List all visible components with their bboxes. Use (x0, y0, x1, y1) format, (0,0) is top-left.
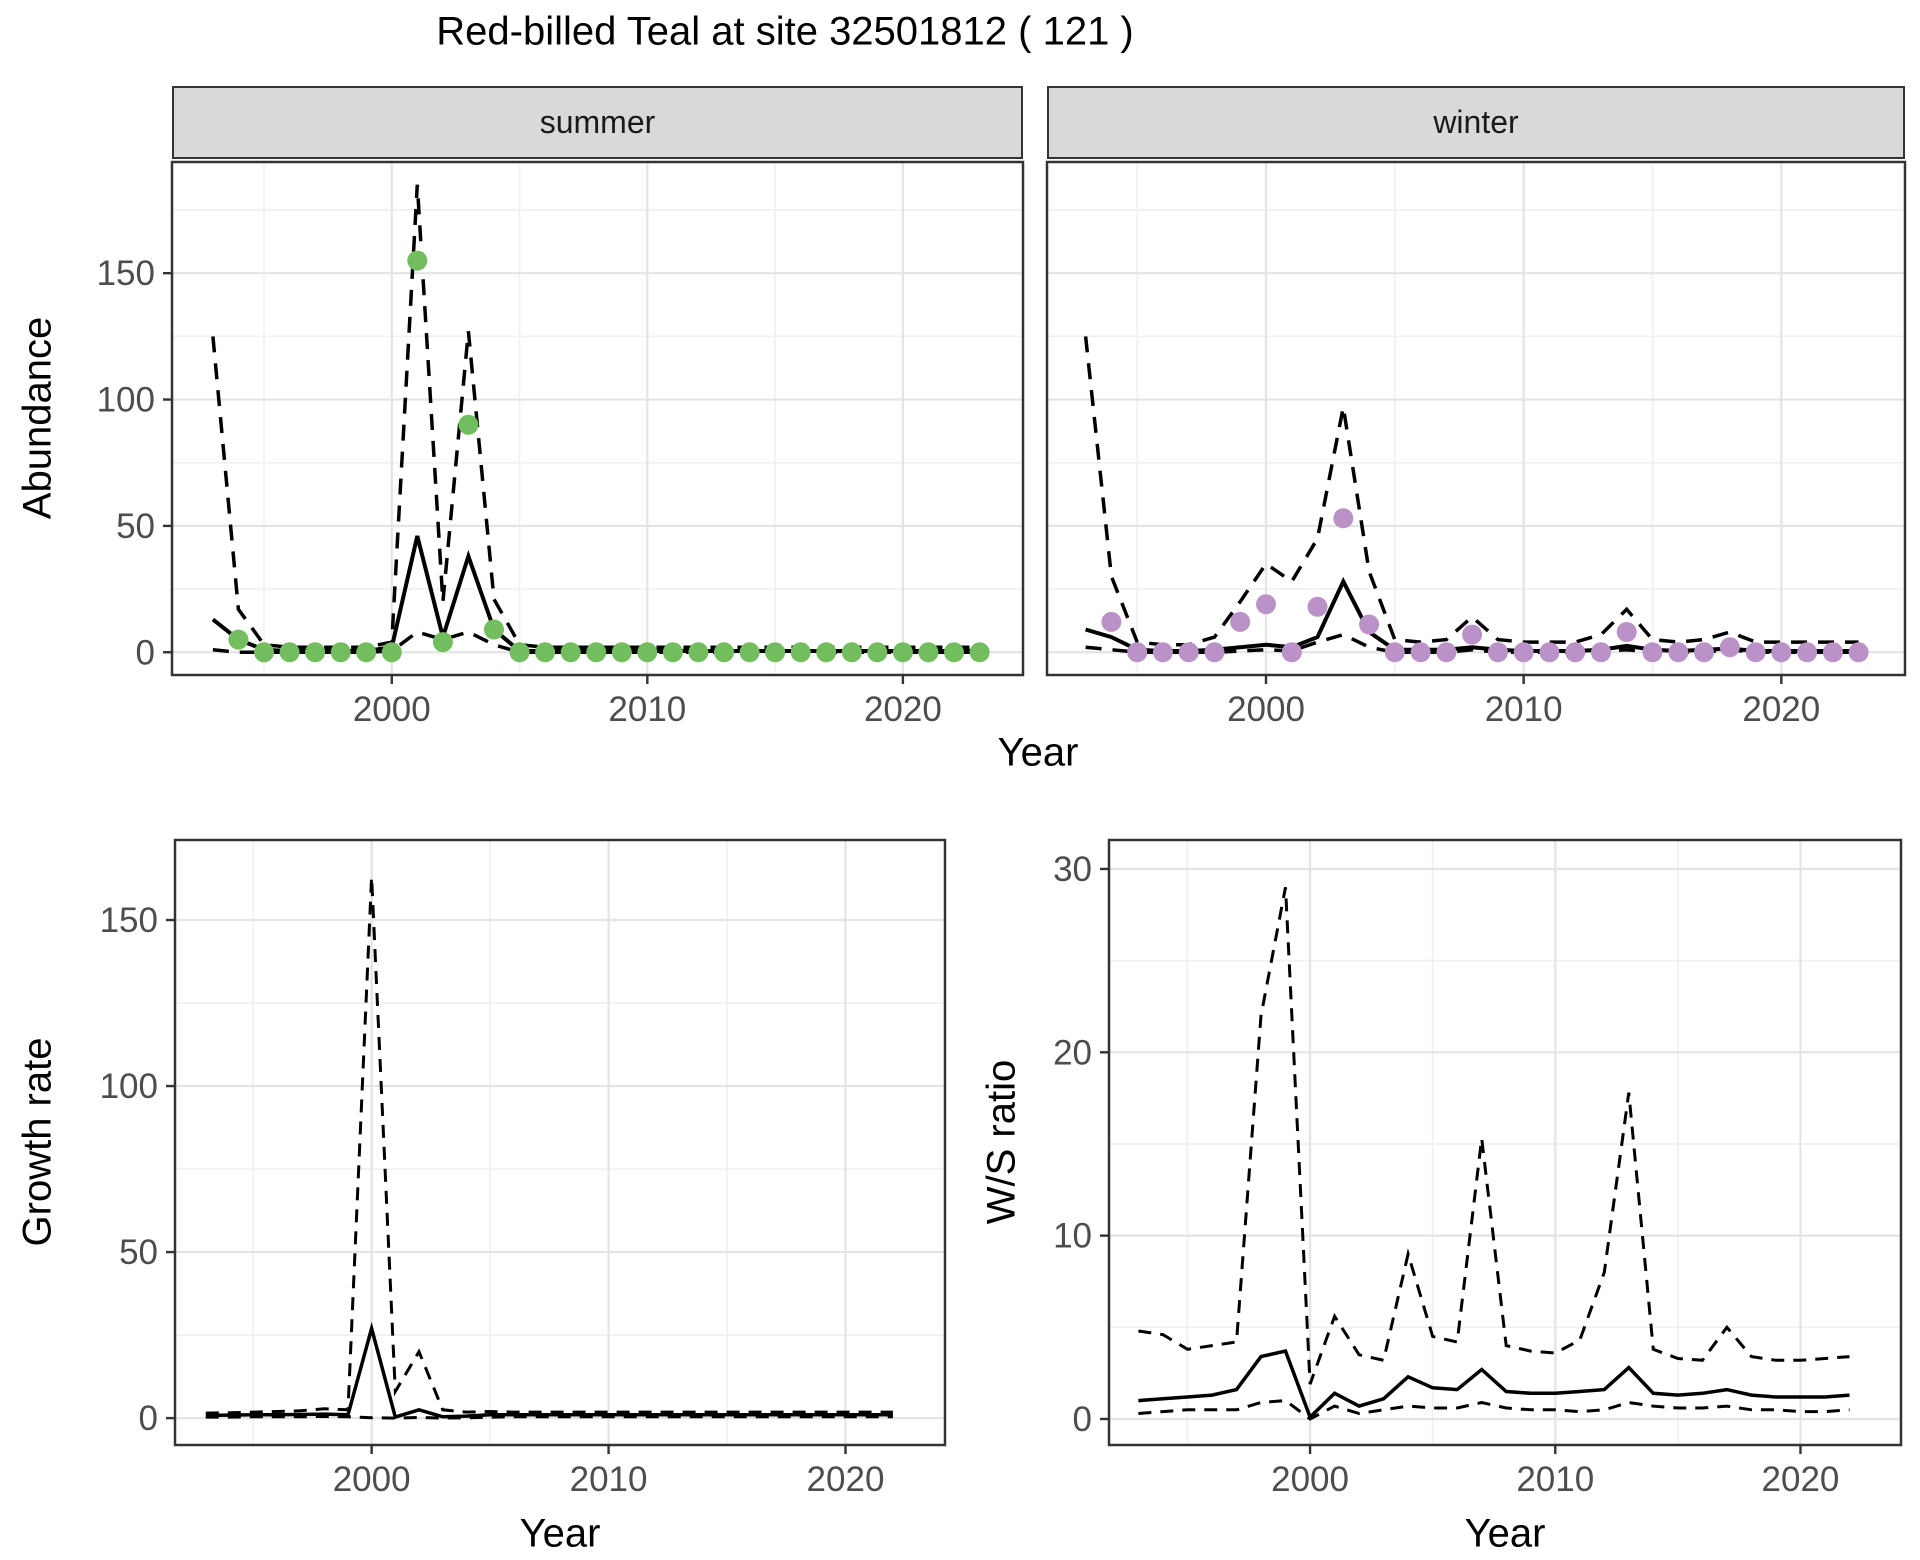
abundance-summer-ytick-50: 50 (116, 507, 155, 546)
abundance-summer-ytick-100: 100 (97, 381, 155, 420)
abundance-summer-xtick-2000: 2000 (353, 690, 431, 729)
ws-ratio-upper_ci-line (1138, 887, 1850, 1385)
ws-ratio-ytick-20: 20 (1053, 1033, 1092, 1072)
ws-ratio-lower_ci-line (1138, 1399, 1850, 1421)
facet-strip-winter-label: winter (1433, 104, 1519, 140)
ws-ratio-ytick-10: 10 (1053, 1217, 1092, 1256)
panel-growth-rate: 2000 2010 2020 0 50 100 150 (100, 838, 947, 1499)
abundance-summer-ytick-150: 150 (97, 254, 155, 293)
growth-rate-lower_ci-line (205, 1414, 893, 1420)
growth-rate-xtick-2020: 2020 (807, 1460, 885, 1499)
abundance-winter-xtick-2020: 2020 (1742, 690, 1820, 729)
abundance-summer-ytick-0: 0 (136, 633, 155, 672)
growth-rate-ytick-0: 0 (139, 1399, 158, 1438)
abundance-winter-xtick-2000: 2000 (1227, 690, 1305, 729)
facet-strip-summer: summer (172, 86, 1023, 159)
growth-rate-upper_ci-line (205, 876, 893, 1415)
facet-strip-winter: winter (1047, 86, 1905, 159)
ws-ratio-xtick-2000: 2000 (1271, 1460, 1349, 1499)
facet-strip-summer-label: summer (539, 104, 656, 140)
abundance-summer-observed-points (228, 250, 990, 663)
ws-ratio-xtick-2020: 2020 (1762, 1460, 1840, 1499)
panel-ws-ratio: 2000 2010 2020 0 10 20 30 (1053, 838, 1903, 1499)
ws-ratio-mean-line (1138, 1349, 1850, 1421)
abundance-summer-xtick-2010: 2010 (608, 690, 686, 729)
growth-rate-mean-line (205, 1321, 893, 1420)
growth-rate-ytick-150: 150 (100, 901, 158, 940)
growth-rate-xtick-2000: 2000 (333, 1460, 411, 1499)
figure-title: Red-billed Teal at site 32501812 ( 121 ) (436, 9, 1134, 54)
panel-abundance-summer: 2000 2010 2020 0 50 100 150 (97, 160, 1025, 729)
ws-ratio-xtick-2010: 2010 (1516, 1460, 1594, 1499)
growth-rate-xtick-2010: 2010 (570, 1460, 648, 1499)
abundance-winter-xtick-2010: 2010 (1485, 690, 1563, 729)
ws-ratio-ytick-30: 30 (1053, 850, 1092, 889)
abundance-summer-xtick-2020: 2020 (864, 690, 942, 729)
ws-year-axis-title: Year (1464, 1511, 1546, 1556)
abundance-winter-observed-points (1101, 508, 1869, 663)
growth-year-axis-title: Year (519, 1511, 601, 1556)
ws-ratio-ytick-0: 0 (1073, 1400, 1092, 1439)
growth-rate-ytick-50: 50 (119, 1233, 158, 1272)
panel-abundance-winter: 2000 2010 2020 (1045, 160, 1907, 729)
top-year-axis-title: Year (997, 730, 1079, 775)
abundance-winter-upper_ci-line (1083, 336, 1859, 647)
growth-rate-ytick-100: 100 (100, 1067, 158, 1106)
